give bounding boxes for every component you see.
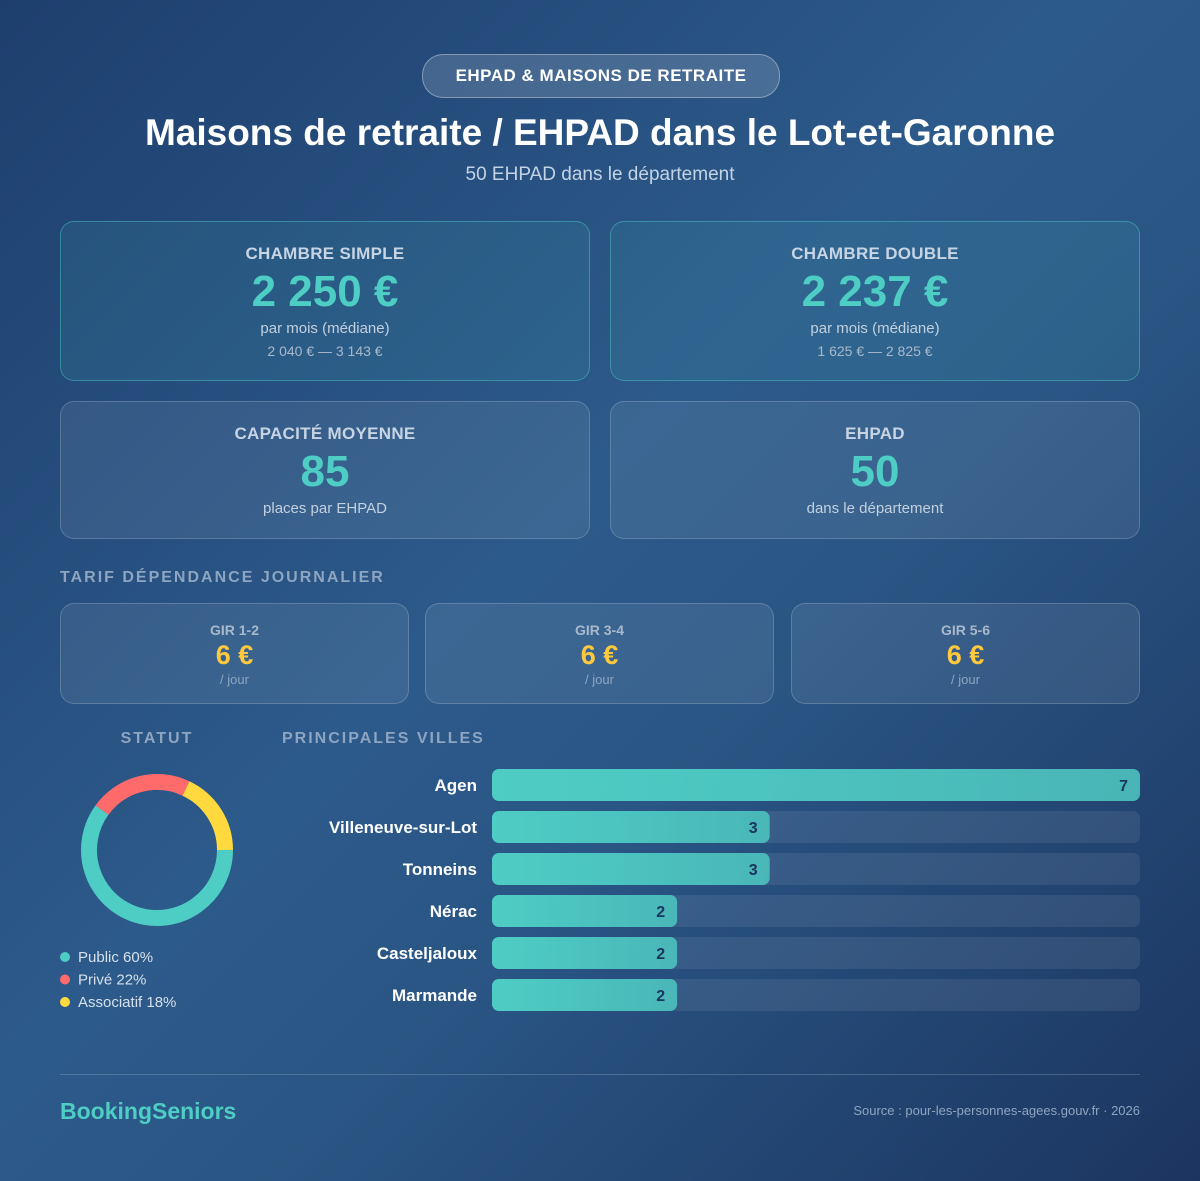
gir-card: GIR 5-6 6 € / jour: [791, 603, 1140, 704]
gir-card: GIR 1-2 6 € / jour: [60, 603, 409, 704]
gir-unit: / jour: [585, 672, 614, 687]
bar-value: 3: [749, 862, 758, 879]
card-label: CAPACITÉ MOYENNE: [234, 424, 416, 443]
legend-entry: Privé 22%: [78, 972, 146, 989]
bar: [492, 937, 678, 969]
gir-value: 6 €: [580, 640, 619, 670]
legend-value: 18%: [146, 994, 176, 1011]
card-value: 2 237 €: [801, 267, 949, 316]
legend-value: 60%: [123, 949, 153, 966]
card: CHAMBRE SIMPLE 2 250 € par mois (médiane…: [60, 221, 590, 381]
gir-unit: / jour: [951, 672, 980, 687]
legend-value: 22%: [116, 972, 146, 989]
subtitle: 50 EHPAD dans le département: [465, 164, 735, 185]
gir-value: 6 €: [946, 640, 985, 670]
card: CHAMBRE DOUBLE 2 237 € par mois (médiane…: [610, 221, 1140, 381]
gir-unit: / jour: [220, 672, 249, 687]
title: Maisons de retraite / EHPAD dans le Lot-…: [144, 112, 1056, 153]
legend-name: Privé: [78, 972, 112, 989]
card-note: dans le département: [806, 500, 944, 517]
bar: [492, 853, 770, 885]
legend-dot: [60, 997, 70, 1007]
bar-label: Agen: [435, 776, 478, 795]
chart-title: PRINCIPALES VILLES: [282, 730, 485, 747]
divider: [60, 1074, 1140, 1075]
donut-segment: [182, 781, 233, 851]
bar-value: 7: [1119, 778, 1128, 795]
bar: [492, 811, 770, 843]
card-value: 2 250 €: [251, 267, 399, 316]
card: CAPACITÉ MOYENNE 85 places par EHPAD: [60, 401, 590, 539]
bar-label: Marmande: [392, 986, 477, 1005]
legend-entry: Public 60%: [78, 949, 153, 966]
bar-label: Casteljaloux: [377, 944, 478, 963]
bar: [492, 979, 678, 1011]
charts: STATUT PRINCIPALES VILLES Public 60% Priv…: [60, 730, 1140, 1011]
card: EHPAD 50 dans le département: [610, 401, 1140, 539]
bar-value: 2: [656, 946, 665, 963]
card-label: CHAMBRE DOUBLE: [791, 244, 959, 263]
legend-name: Public: [78, 949, 119, 966]
card-value: 50: [850, 447, 900, 496]
gir-card: GIR 3-4 6 € / jour: [425, 603, 774, 704]
bar: [492, 895, 678, 927]
section-title: TARIF DÉPENDANCE JOURNALIER: [60, 569, 385, 586]
card-label: EHPAD: [845, 424, 905, 443]
brand: BookingSeniors: [60, 1098, 237, 1124]
bar-label: Tonneins: [403, 860, 477, 879]
legend-dot: [60, 952, 70, 962]
legend-name: Associatif: [78, 994, 143, 1011]
bar-value: 2: [656, 904, 665, 921]
bar-value: 2: [656, 988, 665, 1005]
legend-entry: Associatif 18%: [78, 994, 176, 1011]
card-note: places par EHPAD: [263, 500, 387, 517]
source: Source : pour-les-personnes-agees.gouv.f…: [853, 1103, 1140, 1118]
bar-value: 3: [749, 820, 758, 837]
donut-segment: [95, 774, 190, 815]
chart-title: STATUT: [121, 730, 194, 747]
gir-label: GIR 5-6: [940, 622, 990, 638]
badge: EHPAD & MAISONS DE RETRAITE: [422, 54, 780, 98]
card-label: CHAMBRE SIMPLE: [245, 244, 405, 263]
legend-dot: [60, 974, 70, 985]
card-range: 2 040 € — 3 143 €: [267, 343, 383, 359]
bar-label: Villeneuve-sur-Lot: [329, 818, 477, 837]
card-value: 85: [300, 447, 350, 496]
gir-label: GIR 3-4: [574, 622, 624, 638]
gir-value: 6 €: [215, 640, 254, 670]
gir-label: GIR 1-2: [209, 622, 259, 638]
bar-label: Nérac: [430, 902, 477, 921]
donut-segment: [81, 805, 233, 926]
card-note: par mois (médiane): [810, 320, 940, 337]
card-note: par mois (médiane): [260, 320, 390, 337]
card-range: 1 625 € — 2 825 €: [817, 343, 933, 359]
bar: [492, 769, 1140, 801]
